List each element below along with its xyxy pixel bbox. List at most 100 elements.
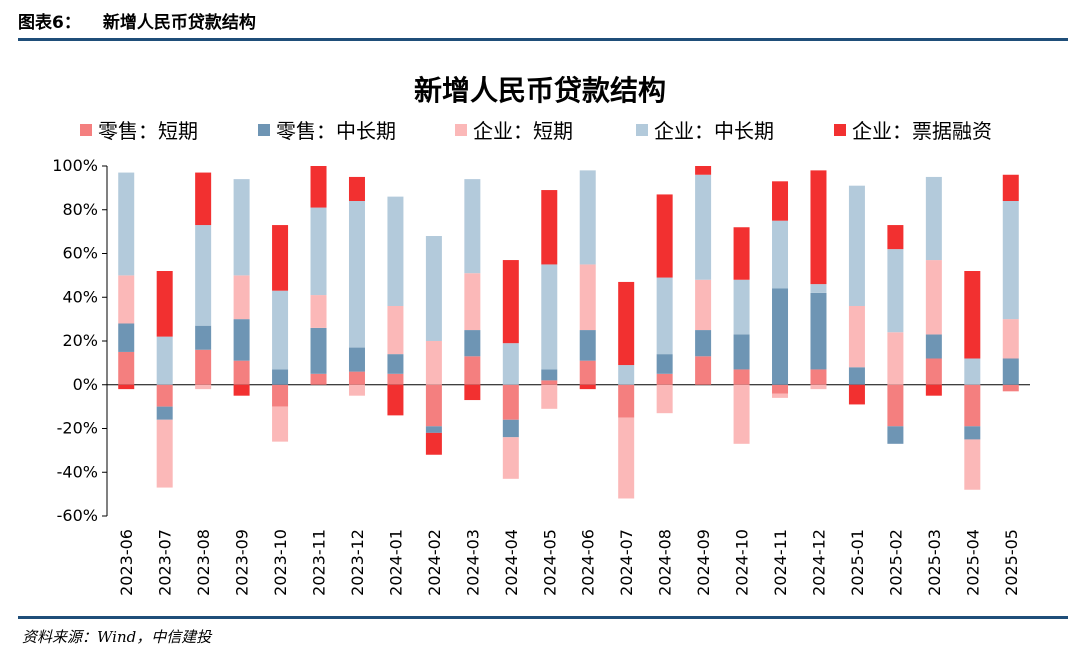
- x-tick-label: 2024-02: [425, 529, 444, 596]
- x-tick-label: 2024-12: [809, 529, 828, 596]
- bar-segment: [425, 432, 442, 455]
- bar-segment: [156, 384, 173, 407]
- bar-segment: [195, 225, 212, 326]
- x-tick-label: 2024-07: [617, 529, 636, 596]
- bar-segment: [502, 260, 519, 344]
- bar-segment: [156, 271, 173, 337]
- bar-segment: [887, 384, 904, 427]
- x-tick-label: 2024-01: [386, 529, 405, 596]
- bar-segment: [810, 369, 827, 385]
- bar-segment: [118, 384, 135, 390]
- bar-segment: [656, 277, 673, 355]
- bar-segment: [156, 419, 173, 488]
- x-tick-label: 2024-10: [733, 529, 752, 596]
- bar-segment: [464, 179, 481, 274]
- bar-segment: [695, 166, 712, 175]
- figure-number: 图表6：: [18, 13, 81, 33]
- bar-segment: [348, 371, 365, 385]
- bar-segment: [925, 334, 942, 359]
- bar-segment: [1002, 201, 1019, 320]
- bar-segment: [887, 225, 904, 250]
- y-tick-label: 60%: [62, 244, 98, 263]
- x-tick-label: 2023-11: [310, 529, 329, 596]
- bar-segment: [925, 260, 942, 335]
- y-tick-label: -20%: [57, 419, 98, 438]
- bar-segment: [579, 384, 596, 390]
- bar-segment: [733, 279, 750, 335]
- bar-segment: [387, 196, 404, 306]
- x-tick-label: 2025-03: [925, 529, 944, 596]
- bar-segment: [810, 170, 827, 285]
- bar-segment: [502, 384, 519, 420]
- bar-segment: [272, 225, 289, 291]
- legend: 零售：短期 零售：中长期 企业：短期 企业：中长期 企业：票据融资: [80, 119, 992, 143]
- bar-segment: [348, 384, 365, 396]
- bar-segment: [618, 365, 635, 385]
- x-tick-label: 2025-05: [1002, 529, 1021, 596]
- bar-segment: [848, 185, 865, 306]
- bar-segment: [272, 369, 289, 385]
- bar-segment: [541, 190, 558, 265]
- axes: 100% 80% 60% 40% 20% 0% -20% -40% -60%: [52, 156, 1030, 525]
- legend-label: 企业：票据融资: [852, 119, 992, 143]
- bar-segment: [118, 172, 135, 276]
- chart-title: 新增人民币贷款结构: [414, 74, 666, 107]
- bar-segment: [233, 360, 250, 385]
- bar-segment: [464, 330, 481, 357]
- bar-segment: [425, 341, 442, 385]
- x-tick-label: 2025-04: [963, 529, 982, 596]
- bar-segment: [464, 384, 481, 401]
- bar-segment: [425, 236, 442, 341]
- bar-segment: [925, 358, 942, 385]
- source-note: 资料来源：Wind，中信建投: [22, 628, 212, 646]
- y-tick-label: 40%: [62, 287, 98, 306]
- y-tick-label: -60%: [57, 506, 98, 525]
- bar-segment: [502, 419, 519, 438]
- bar-segment: [772, 288, 789, 385]
- legend-label: 零售：中长期: [276, 119, 396, 143]
- x-tick-label: 2024-09: [694, 529, 713, 596]
- bar-segment: [1002, 174, 1019, 201]
- bar-segment: [925, 384, 942, 396]
- bar-segment: [656, 373, 673, 385]
- bar-segment: [272, 406, 289, 442]
- bar-segment: [348, 176, 365, 201]
- bar-segment: [964, 271, 981, 359]
- bar-segment: [310, 327, 327, 374]
- bar-segment: [733, 227, 750, 280]
- bar-segment: [772, 220, 789, 289]
- x-axis-labels: 2023-06 2023-07 2023-08 2023-09 2023-10 2023-…: [117, 529, 1021, 596]
- legend-swatch: [258, 124, 270, 136]
- legend-swatch: [80, 124, 92, 136]
- bar-segment: [1002, 358, 1019, 385]
- bar-segment: [964, 358, 981, 385]
- bar-segment: [310, 295, 327, 328]
- bar-segment: [964, 384, 981, 427]
- bar-segment: [887, 332, 904, 385]
- x-tick-label: 2023-07: [156, 529, 175, 596]
- bar-segment: [425, 384, 442, 427]
- bar-segment: [541, 380, 558, 385]
- bar-segment: [425, 426, 442, 433]
- bar-segment: [348, 201, 365, 348]
- legend-label: 企业：短期: [473, 119, 573, 143]
- bar-segment: [233, 275, 250, 320]
- bar-segment: [387, 384, 404, 416]
- bar-segment: [195, 172, 212, 226]
- legend-label: 企业：中长期: [654, 119, 774, 143]
- bar-segment: [887, 426, 904, 444]
- bar-segment: [118, 351, 135, 385]
- x-tick-label: 2023-09: [233, 529, 252, 596]
- header-rule: [18, 38, 1068, 41]
- bar-segment: [733, 384, 750, 444]
- x-tick-label: 2023-08: [194, 529, 213, 596]
- bar-segment: [195, 384, 212, 390]
- bar-segment: [156, 406, 173, 420]
- bar-segment: [618, 281, 635, 366]
- x-tick-label: 2025-02: [886, 529, 905, 596]
- bar-segment: [618, 417, 635, 499]
- bar-segment: [233, 384, 250, 396]
- bar-segment: [1002, 319, 1019, 359]
- legend-swatch: [834, 124, 846, 136]
- bar-segment: [1002, 384, 1019, 392]
